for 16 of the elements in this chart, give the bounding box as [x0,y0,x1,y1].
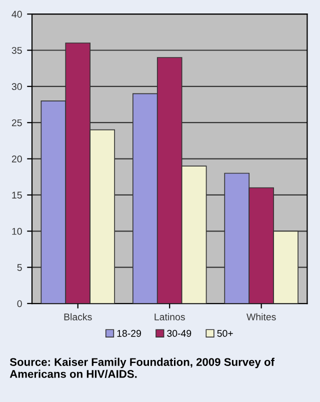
y-tick-label: 15 [12,192,22,199]
y-tick-label: 40 [12,10,22,18]
legend-label: 18-29 [117,330,141,337]
y-tick-label: 25 [12,119,22,126]
y-tick-label: 20 [12,156,22,162]
y-tick-label: 10 [12,228,22,235]
x-tick-label: Latinos [154,313,185,320]
x-tick-label: Blacks [64,313,92,320]
y-tick-label: 30 [12,83,22,90]
x-tick-label: Whites [246,313,276,320]
y-tick-label: 35 [12,46,22,54]
legend-label: 50+ [217,330,233,337]
y-tick-label: 5 [17,264,22,271]
legend-label: 30-49 [167,330,192,337]
y-tick-label: 0 [17,300,22,308]
source-note: Source: Kaiser Family Foundation, 2009 Survey of Americans on HIV/AIDS. [10,358,275,378]
